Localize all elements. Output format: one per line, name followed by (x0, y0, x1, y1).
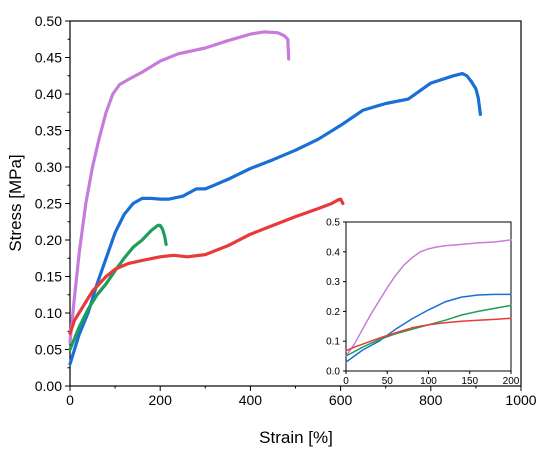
inset-series-line-1 (345, 293, 512, 363)
main-y-tick-label: 0.00 (35, 378, 62, 394)
main-series-line-0 (68, 30, 291, 344)
inset-y-tick-label: 0.3 (326, 277, 340, 288)
main-y-tick-label: 0.45 (35, 50, 62, 66)
main-y-tick-label: 0.15 (35, 269, 62, 285)
main-x-tick-label: 400 (239, 392, 263, 408)
main-x-tick-label: 800 (419, 392, 443, 408)
main-series-line-1 (68, 71, 482, 366)
main-y-tick-label: 0.40 (35, 86, 62, 102)
main-y-tick-label: 0.50 (35, 13, 62, 29)
inset-y-tick-label: 0.4 (326, 247, 340, 258)
inset-y-tick-label: 0.5 (326, 218, 340, 229)
inset-x-tick-label: 150 (461, 376, 478, 387)
inset-x-tick-label: 100 (420, 376, 437, 387)
main-x-tick-label: 1000 (505, 392, 536, 408)
main-x-tick-label: 200 (149, 392, 173, 408)
main-series-line-3 (68, 197, 345, 335)
inset-y-tick-label: 0.0 (326, 367, 340, 378)
inset-y-tick-label: 0.1 (326, 337, 340, 348)
main-series-line-2 (68, 223, 168, 352)
inset-plot: 0 50 100 150 200 0.0 0.1 0.2 0.3 0.4 0.5 (326, 218, 520, 388)
inset-frame (345, 221, 512, 372)
main-y-tick-label: 0.10 (35, 305, 62, 321)
main-y-tick-label: 0.35 (35, 123, 62, 139)
y-axis-label: Stress [MPa] (6, 154, 25, 251)
main-x-tick-label: 600 (329, 392, 353, 408)
x-axis-label: Strain [%] (259, 428, 333, 447)
inset-x-tick-label: 50 (382, 376, 394, 387)
main-y-tick-label: 0.30 (35, 159, 62, 175)
main-plot: 0 200 400 600 800 10000.000.050.100.150.200.2… (35, 13, 537, 408)
main-x-tick-label: 0 (66, 392, 74, 408)
main-y-tick-label: 0.25 (35, 196, 62, 212)
main-y-tick-label: 0.05 (35, 342, 62, 358)
inset-y-tick-label: 0.2 (326, 307, 340, 318)
inset-x-tick-label: 200 (503, 376, 520, 387)
inset-series-line-0 (345, 239, 512, 357)
inset-series-line-3 (345, 317, 512, 352)
main-y-tick-label: 0.20 (35, 232, 62, 248)
inset-x-tick-label: 0 (343, 376, 349, 387)
